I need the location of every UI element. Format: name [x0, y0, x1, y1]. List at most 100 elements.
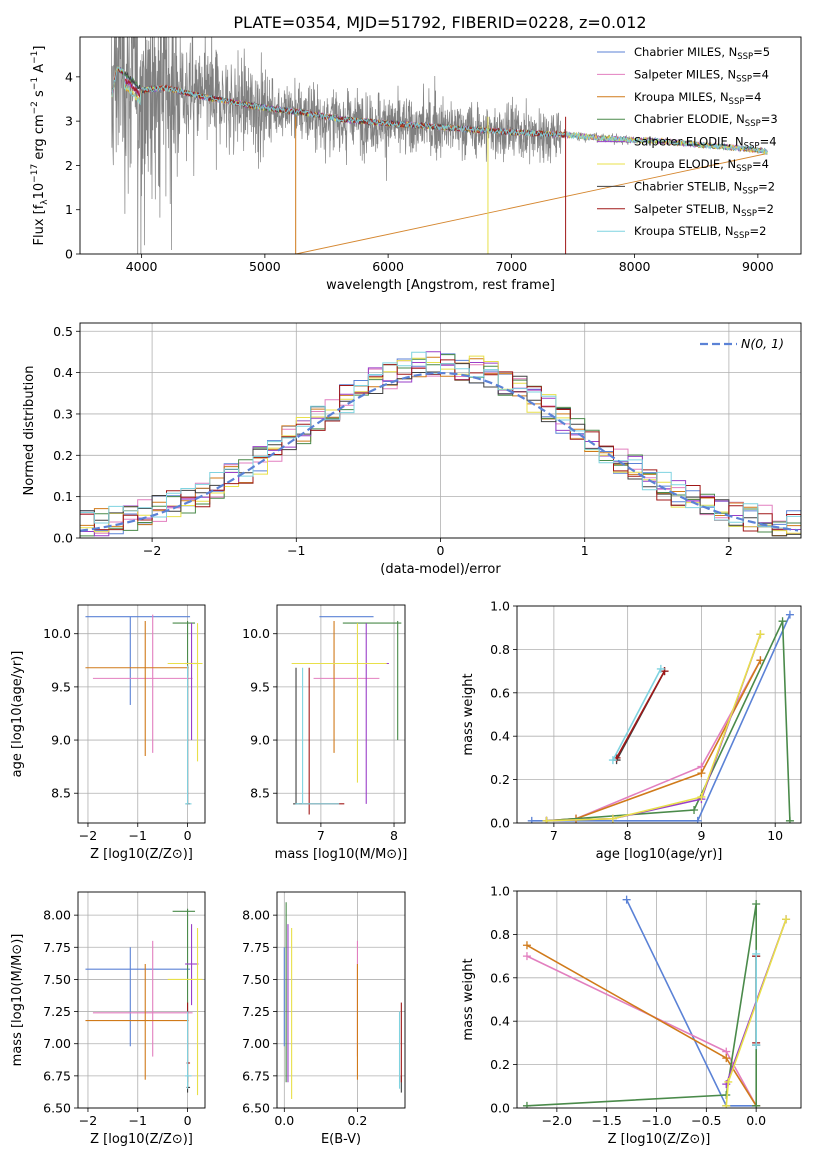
weight-line: [546, 633, 762, 822]
legend-label: Kroupa STELIB, NSSP=2: [634, 224, 766, 241]
y-tick-label: 8.5: [51, 786, 71, 801]
axes-frame: [516, 605, 802, 824]
x-tick-label: −1.5: [592, 1113, 622, 1128]
plot-area: [522, 895, 791, 1108]
weight-point: [522, 1101, 531, 1108]
plot-area: [80, 351, 801, 538]
y-tick-label: 10.0: [43, 626, 71, 641]
y-axis-label: mass weight: [461, 958, 476, 1040]
legend-label: Chabrier STELIB, NSSP=2: [634, 179, 775, 196]
x-tick-label: −0.5: [691, 1113, 721, 1128]
legend-label: Salpeter ELODIE, NSSP=4: [634, 135, 777, 152]
weight-point: [522, 941, 531, 950]
x-axis-label: age [log10(age/yr)]: [596, 847, 723, 862]
x-tick-label: −1: [129, 1113, 147, 1128]
legend-label: Salpeter STELIB, NSSP=2: [634, 202, 774, 219]
y-tick-label: 7.75: [242, 940, 270, 955]
y-tick-label: 0.4: [490, 1014, 510, 1029]
x-tick-label: −1: [129, 828, 147, 843]
y-tick-label: 0.4: [490, 729, 510, 744]
x-tick-label: 10: [767, 828, 783, 843]
y-axis-label: age [log10(age/yr)]: [10, 651, 25, 778]
y-tick-label: 6.50: [242, 1101, 270, 1116]
panel-mass-weight-vs-Z: −2.0 −1.5 −1.0 −0.5 0.0 0.0 0.2 0.4 0.6 0.8 1.0 Z […: [461, 884, 802, 1147]
weight-point: [752, 1101, 761, 1108]
y-tick-label: 1.0: [490, 599, 510, 614]
weight-point: [724, 1077, 733, 1086]
weight-line: [612, 668, 662, 761]
x-tick-label: 0: [184, 1113, 192, 1128]
x-tick-label: −2: [79, 828, 97, 843]
histogram-step: [80, 351, 801, 538]
axes-frame: [77, 891, 206, 1109]
x-axis-label: E(B-V): [321, 1132, 361, 1147]
y-tick-label: 0.3: [53, 406, 73, 421]
normal-curve: [80, 372, 799, 532]
y-tick-label: 0.2: [490, 772, 510, 787]
x-tick-label: 9000: [742, 259, 774, 274]
weight-point: [785, 816, 794, 823]
y-tick-label: 0.2: [490, 1057, 510, 1072]
weight-line: [546, 633, 762, 822]
y-tick-label: 10.0: [242, 626, 270, 641]
y-tick-label: 7.00: [43, 1036, 71, 1051]
y-tick-label: 8.5: [250, 786, 270, 801]
weight-point: [752, 949, 761, 958]
x-tick-label: −2: [79, 1113, 97, 1128]
axes-frame: [79, 322, 802, 539]
weight-point: [527, 816, 536, 823]
y-tick-label: 0.6: [490, 970, 510, 985]
legend-label: Salpeter MILES, NSSP=4: [634, 67, 769, 84]
weight-point: [542, 816, 551, 823]
panel-mass-weight-vs-age: 7 8 9 10 0.0 0.2 0.4 0.6 0.8 1.0 age [log10(age/yr…: [461, 599, 802, 862]
weight-point: [752, 900, 761, 909]
x-tick-label: 7: [317, 828, 325, 843]
weight-point: [778, 617, 787, 626]
x-axis-label: Z [log10(Z/Z⊙)]: [608, 1132, 711, 1147]
y-tick-label: 0.6: [490, 685, 510, 700]
weight-point: [697, 769, 706, 778]
y-axis-label: Flux [fλ10−17 erg cm−2 s−1 A−1]: [30, 46, 50, 246]
weight-point: [722, 1101, 731, 1108]
weight-line: [615, 670, 666, 759]
x-tick-label: 8000: [619, 259, 651, 274]
axes-frame: [276, 604, 406, 824]
y-tick-label: 3: [65, 114, 73, 129]
y-tick-label: 0.2: [53, 448, 73, 463]
y-tick-label: 9.0: [250, 733, 270, 748]
legend-label: Chabrier ELODIE, NSSP=3: [634, 112, 778, 129]
plot-area: [291, 616, 402, 815]
weight-point: [622, 895, 631, 904]
y-tick-label: 0.0: [490, 1101, 510, 1116]
y-tick-label: 9.0: [51, 733, 71, 748]
x-tick-label: 0: [184, 828, 192, 843]
x-tick-label: −2.0: [542, 1113, 572, 1128]
weight-point: [656, 664, 665, 673]
y-tick-label: 7.25: [43, 1004, 71, 1019]
y-tick-label: 7.50: [242, 972, 270, 987]
y-axis-label: Normed distribution: [22, 366, 37, 496]
legend-label: N(0, 1): [741, 336, 784, 351]
y-tick-label: 0.0: [53, 531, 73, 546]
y-tick-label: 0.8: [490, 642, 510, 657]
x-tick-label: 2: [725, 543, 733, 558]
x-tick-label: 6000: [372, 259, 404, 274]
panel-mass-vs-Z: −2 −1 0 6.50 6.75 7.00 7.25 7.50 7.75 8.00 Z [log1…: [10, 891, 206, 1147]
panel-age-vs-mass: 7 8 8.5 9.0 9.5 10.0 mass [log10(M/M⊙)]: [242, 604, 407, 862]
y-tick-label: 2: [65, 158, 73, 173]
legend-label: Chabrier MILES, NSSP=5: [634, 45, 770, 62]
x-tick-label: 8: [624, 828, 632, 843]
y-tick-label: 8.00: [43, 908, 71, 923]
plot-area: [527, 610, 794, 823]
x-tick-label: 1: [581, 543, 589, 558]
y-tick-label: 0.1: [53, 489, 73, 504]
y-tick-label: 0.5: [53, 324, 73, 339]
plot-area: [85, 908, 203, 1096]
weight-point: [522, 952, 531, 961]
y-tick-label: 0.0: [490, 816, 510, 831]
y-tick-label: 8.00: [242, 908, 270, 923]
weight-line: [531, 614, 791, 822]
y-tick-label: 6.50: [43, 1101, 71, 1116]
x-tick-label: −1: [287, 543, 305, 558]
